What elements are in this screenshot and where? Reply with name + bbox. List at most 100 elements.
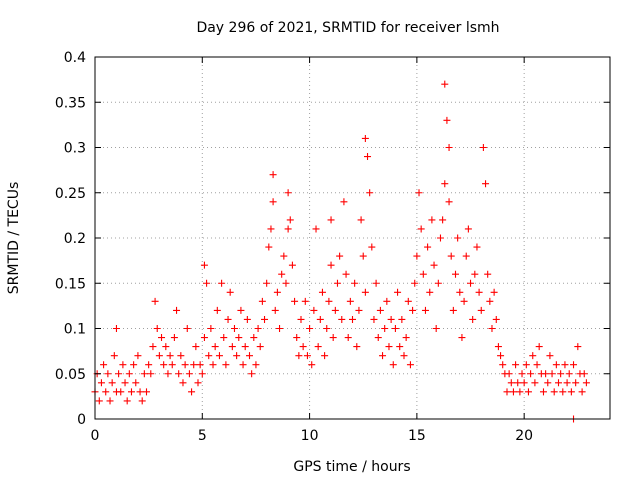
data-point (119, 361, 127, 369)
data-point (578, 388, 586, 396)
data-point (404, 297, 412, 305)
data-point (254, 325, 262, 332)
data-point (170, 334, 178, 342)
data-point (183, 325, 191, 332)
data-point (387, 315, 395, 323)
data-point (115, 370, 123, 378)
data-point (376, 306, 384, 314)
x-tick-label: 10 (301, 428, 319, 444)
data-point (456, 288, 464, 296)
data-point (280, 252, 288, 260)
data-point (112, 325, 120, 332)
data-point (316, 315, 324, 323)
data-point (490, 288, 498, 296)
data-point (166, 352, 174, 360)
data-point (138, 397, 146, 405)
data-point (125, 370, 133, 378)
axes: 0 0.05 0.1 0.15 0.2 0.25 0.3 0.35 0.4 0 5 10 15 20 (55, 50, 610, 444)
data-point (394, 288, 402, 296)
data-point (306, 325, 314, 332)
data-point (203, 279, 211, 287)
data-point (293, 334, 301, 342)
data-point (509, 388, 517, 396)
data-point (548, 370, 556, 378)
data-point (230, 325, 238, 332)
data-point (110, 352, 118, 360)
data-points (91, 80, 590, 423)
data-point (271, 306, 279, 314)
data-point (351, 279, 359, 287)
y-tick-label: 0.2 (64, 231, 86, 247)
y-axis-label: SRMTID / TECUs (6, 182, 22, 295)
data-point (531, 379, 539, 387)
y-tick-label: 0.1 (64, 322, 86, 338)
data-point (512, 361, 520, 369)
data-point (374, 334, 382, 342)
data-point (325, 297, 333, 305)
y-tick-label: 0.05 (55, 367, 86, 383)
data-point (308, 361, 316, 369)
data-point (557, 370, 565, 378)
data-point (215, 352, 223, 360)
data-point (218, 279, 226, 287)
data-point (102, 388, 110, 396)
data-point (342, 270, 350, 278)
data-point (391, 325, 399, 332)
data-point (424, 243, 432, 251)
data-point (310, 306, 318, 314)
data-point (522, 361, 530, 369)
data-point (140, 370, 148, 378)
data-point (104, 370, 112, 378)
data-point (441, 180, 449, 188)
data-point (226, 288, 234, 296)
data-point (561, 361, 569, 369)
data-point (434, 279, 442, 287)
data-point (209, 361, 217, 369)
data-point (329, 334, 337, 342)
data-point (473, 243, 481, 251)
data-point (338, 315, 346, 323)
y-tick-label: 0.35 (55, 95, 86, 111)
data-point (331, 306, 339, 314)
data-point (492, 315, 500, 323)
data-point (175, 370, 183, 378)
x-tick-label: 5 (198, 428, 207, 444)
data-point (518, 370, 526, 378)
data-point (555, 379, 562, 387)
data-point (284, 189, 292, 197)
data-point (482, 180, 490, 188)
data-point (436, 234, 444, 242)
data-point (368, 243, 376, 251)
data-point (400, 352, 408, 360)
data-point (224, 315, 232, 323)
data-point (190, 361, 198, 369)
data-point (269, 171, 277, 179)
data-point (445, 144, 453, 151)
data-point (117, 388, 125, 396)
data-point (95, 397, 103, 405)
data-point (361, 134, 369, 142)
data-point (228, 343, 236, 351)
data-point (235, 334, 243, 342)
x-axis-label: GPS time / hours (293, 459, 410, 475)
data-point (546, 352, 554, 360)
data-point (417, 225, 425, 233)
data-point (432, 325, 440, 332)
data-point (276, 325, 284, 332)
data-point (484, 270, 492, 278)
data-point (467, 279, 475, 287)
data-point (291, 297, 299, 305)
data-point (458, 334, 466, 342)
data-point (299, 343, 307, 351)
data-point (486, 297, 494, 305)
data-point (570, 361, 578, 369)
data-point (127, 388, 135, 396)
data-point (488, 325, 496, 332)
data-point (396, 343, 404, 351)
data-point (507, 379, 515, 387)
data-point (406, 361, 414, 369)
data-point (243, 315, 251, 323)
data-point (108, 379, 116, 387)
data-point (134, 352, 142, 360)
x-tick-label: 0 (91, 428, 100, 444)
